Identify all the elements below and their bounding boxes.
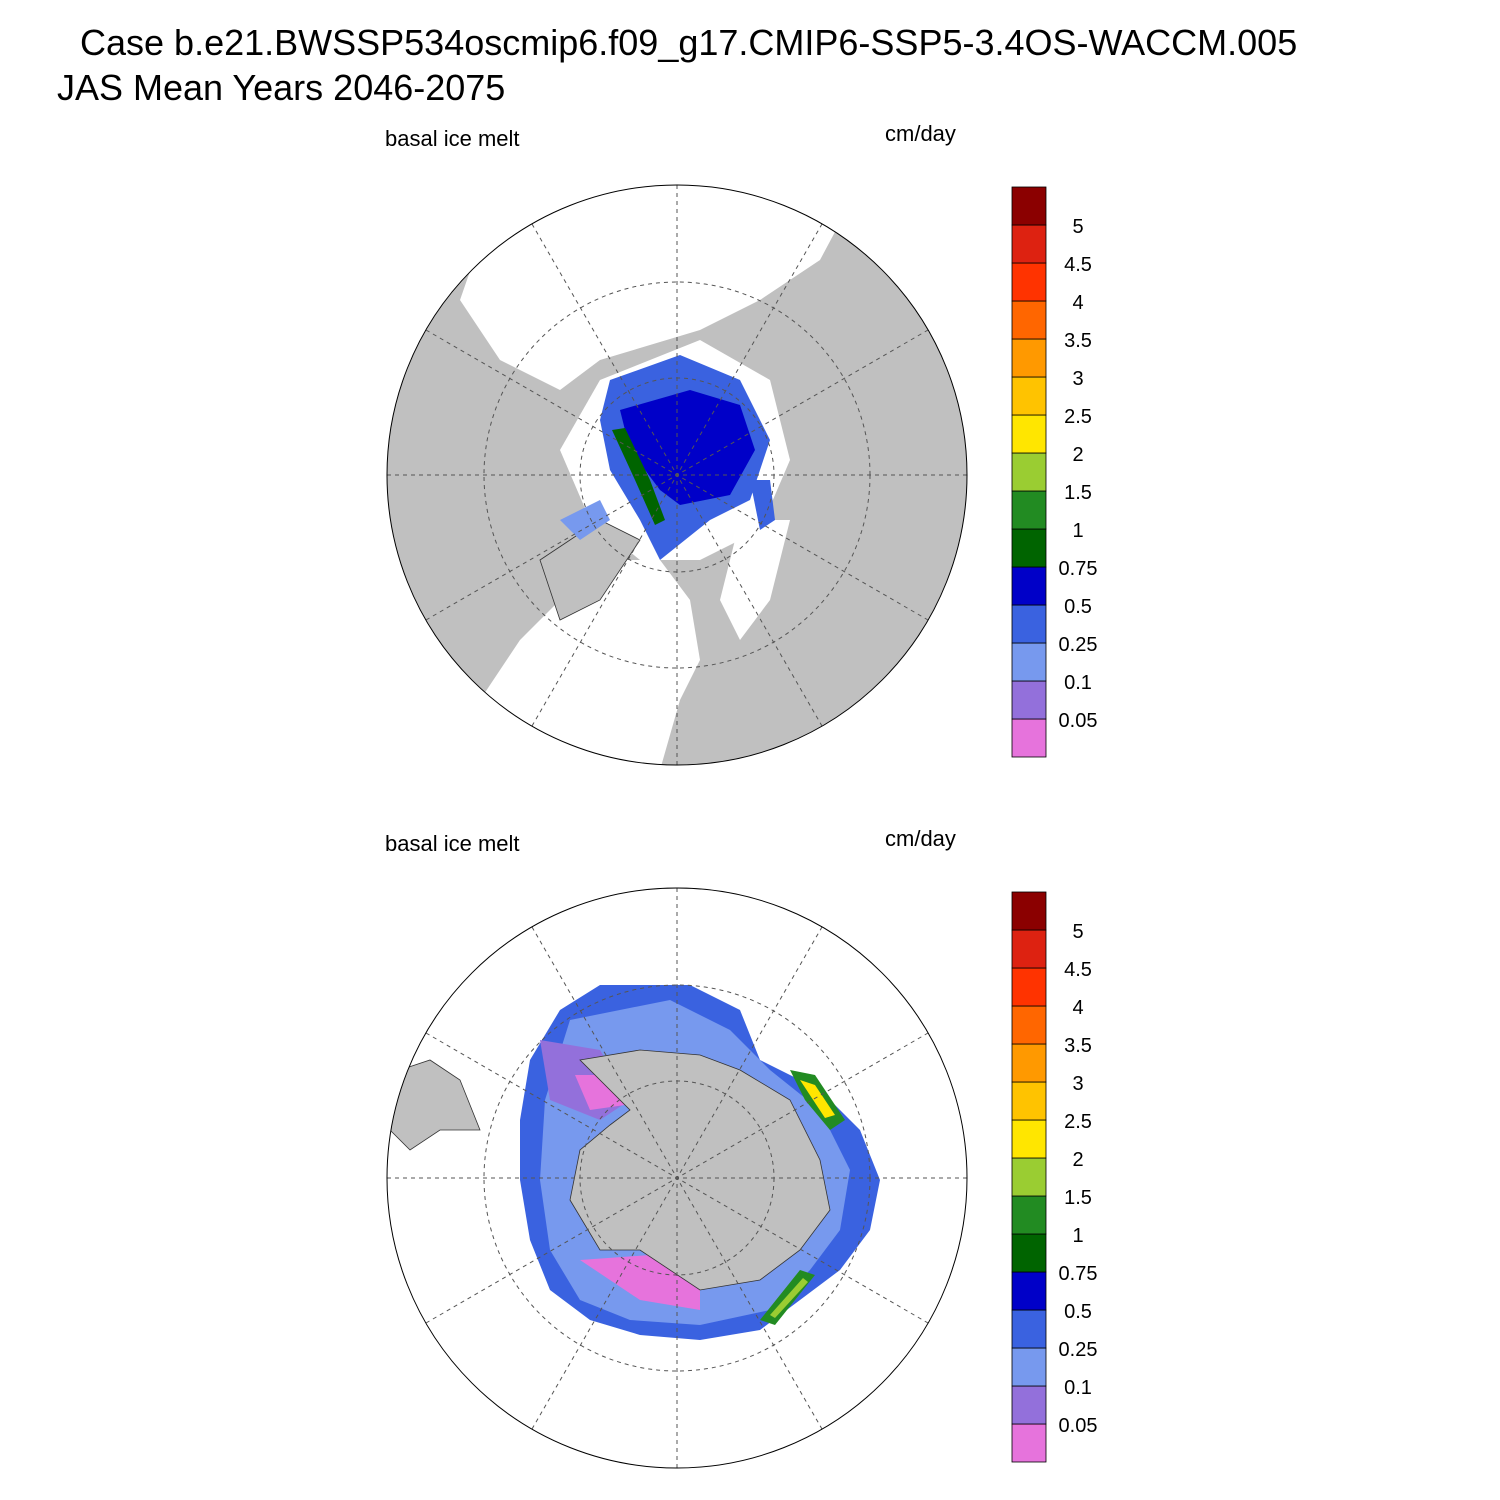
colorbar-label: 0.5	[1064, 1301, 1092, 1323]
colorbar-label: 4	[1072, 997, 1083, 1019]
units-label: cm/day	[885, 121, 956, 146]
arctic-grid	[386, 184, 968, 766]
colorbar-box	[1011, 967, 1047, 1007]
colorbar-label: 1	[1072, 1225, 1083, 1247]
colorbar-label: 2.5	[1064, 406, 1092, 428]
colorbar-label: 3.5	[1064, 1035, 1092, 1057]
colorbar-box	[1011, 262, 1047, 302]
colorbar-box	[1011, 1119, 1047, 1159]
colorbar-box	[1011, 376, 1047, 416]
colorbar-box	[1011, 1309, 1047, 1349]
colorbar-label: 0.1	[1064, 1377, 1092, 1399]
colorbar-label: 4.5	[1064, 254, 1092, 276]
colorbar-label: 3	[1072, 1073, 1083, 1095]
colorbar-label: 0.75	[1059, 1263, 1098, 1285]
colorbar-box	[1011, 528, 1047, 568]
colorbar-label: 3	[1072, 368, 1083, 390]
colorbar-box	[1011, 1005, 1047, 1045]
colorbar-label: 2	[1072, 1149, 1083, 1171]
colorbar-label: 4.5	[1064, 959, 1092, 981]
colorbar-label: 5	[1072, 921, 1083, 943]
colorbar-box	[1011, 1347, 1047, 1387]
antarctic-grid	[386, 887, 968, 1469]
colorbar-box	[1011, 1233, 1047, 1273]
colorbar-label: 0.25	[1059, 1339, 1098, 1361]
colorbar-box	[1011, 224, 1047, 264]
colorbar-label: 0.1	[1064, 672, 1092, 694]
colorbar-label: 1	[1072, 520, 1083, 542]
colorbar-label: 0.75	[1059, 558, 1098, 580]
colorbar-label: 1.5	[1064, 482, 1092, 504]
colorbar-label: 4	[1072, 292, 1083, 314]
colorbar-label: 0.05	[1059, 1415, 1098, 1437]
colorbar-box	[1011, 718, 1047, 758]
colorbar-box	[1011, 1271, 1047, 1311]
colorbar-label: 5	[1072, 216, 1083, 238]
colorbar-box	[1011, 680, 1047, 720]
colorbar-label: 0.5	[1064, 596, 1092, 618]
colorbar-box	[1011, 929, 1047, 969]
colorbar-box	[1011, 452, 1047, 492]
colorbar-box	[1011, 300, 1047, 340]
colorbar-box	[1011, 186, 1047, 226]
colorbar-box	[1011, 1043, 1047, 1083]
colorbar-label: 0.25	[1059, 634, 1098, 656]
colorbar-label: 2	[1072, 444, 1083, 466]
colorbar-box	[1011, 1423, 1047, 1463]
colorbar-label: 3.5	[1064, 330, 1092, 352]
colorbar-box	[1011, 1157, 1047, 1197]
colorbar-box	[1011, 1195, 1047, 1235]
colorbar-box	[1011, 604, 1047, 644]
title: Case b.e21.BWSSP534oscmip6.f09_g17.CMIP6…	[80, 22, 1297, 63]
colorbar-box	[1011, 338, 1047, 378]
units-label: cm/day	[885, 826, 956, 851]
colorbar-label: 0.05	[1059, 710, 1098, 732]
colorbar-box	[1011, 566, 1047, 606]
colorbar-box	[1011, 490, 1047, 530]
colorbar-box	[1011, 1081, 1047, 1121]
colorbar-box	[1011, 1385, 1047, 1425]
subtitle: JAS Mean Years 2046-2075	[57, 67, 505, 108]
colorbar-label: 2.5	[1064, 1111, 1092, 1133]
colorbar-box	[1011, 891, 1047, 931]
panel-label: basal ice melt	[385, 126, 520, 151]
panel-label: basal ice melt	[385, 831, 520, 856]
colorbar-label: 1.5	[1064, 1187, 1092, 1209]
colorbar-box	[1011, 414, 1047, 454]
colorbar-box	[1011, 642, 1047, 682]
